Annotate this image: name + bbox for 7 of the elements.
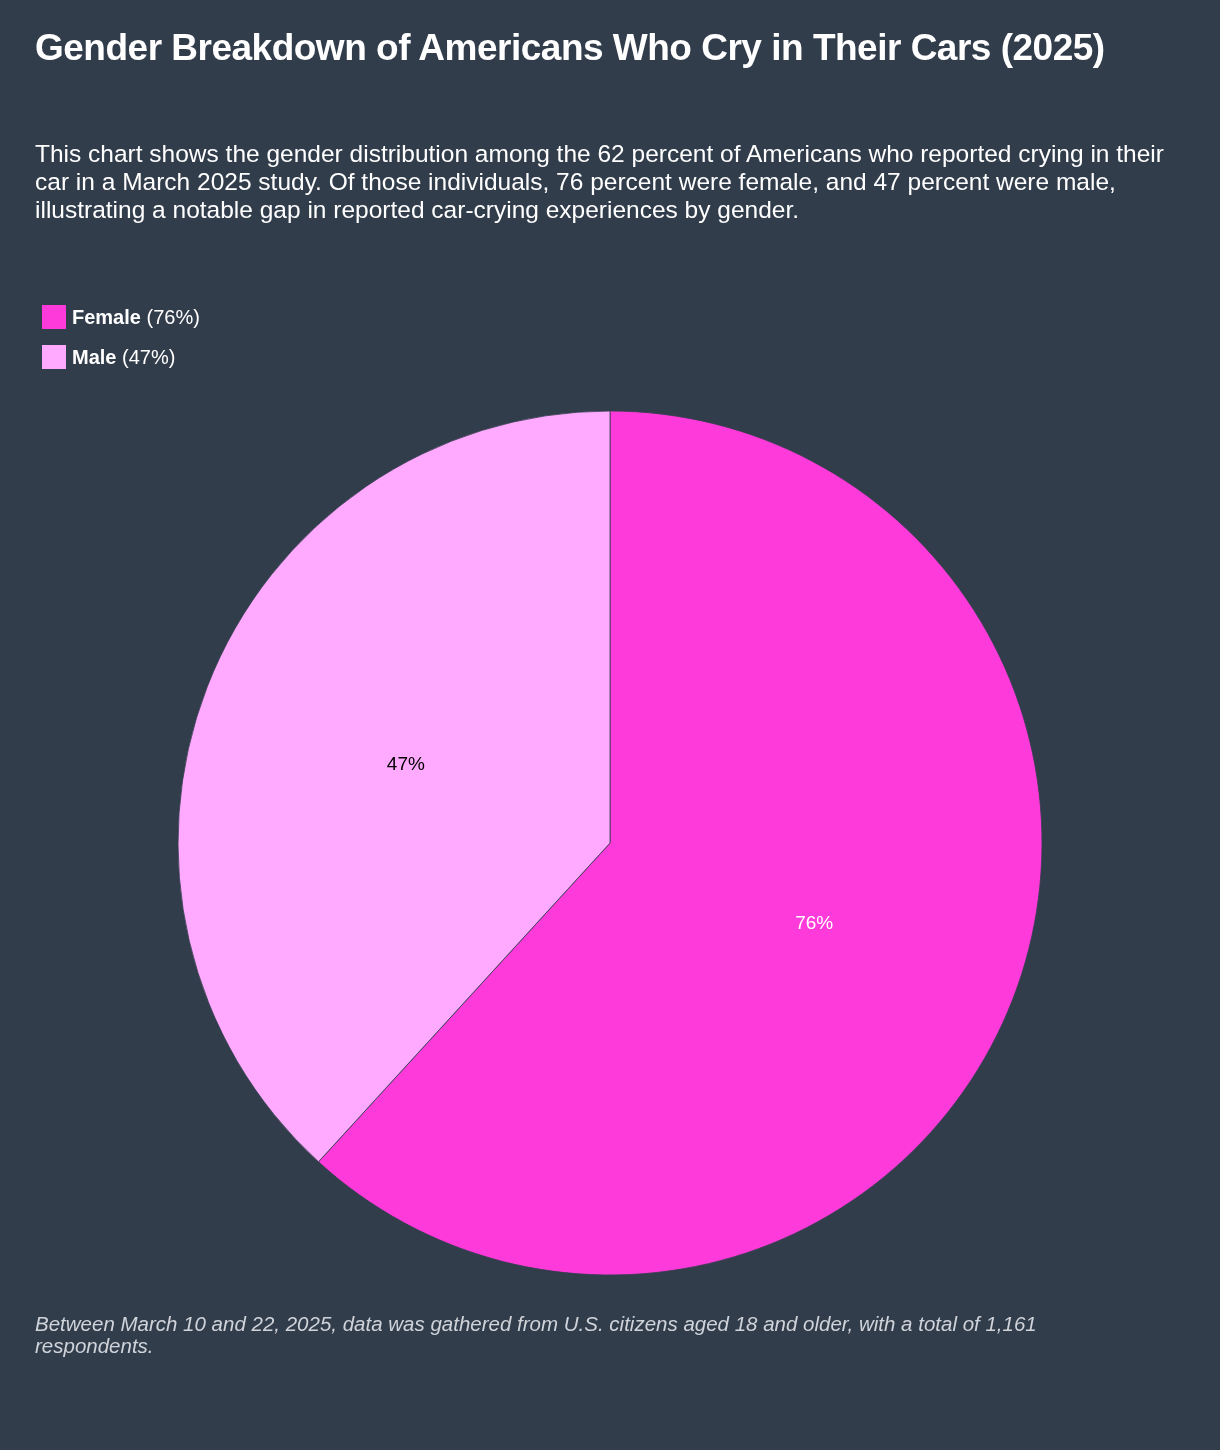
chart-title: Gender Breakdown of Americans Who Cry in Their Cars (2025)	[35, 27, 1106, 68]
legend-label: Male (47%)	[72, 346, 176, 368]
legend-label: Female (76%)	[72, 306, 200, 328]
data-label: 76%	[795, 911, 834, 933]
text: Between March 10 and 22, 2025, data was gathered from U.S. citizens aged 18 and older, with a total of 1,161 respondents.	[35, 1312, 1038, 1357]
data-label: 47%	[386, 753, 425, 775]
chart-subtitle: This chart shows the gender distribution among the 62 percent of Americans who reported crying in their car in a March 2025 study. Of those individuals, 76 percent were female, and 47 percent were male, illustrating a notable gap in reported car-crying experiences by gender.	[35, 140, 1165, 224]
